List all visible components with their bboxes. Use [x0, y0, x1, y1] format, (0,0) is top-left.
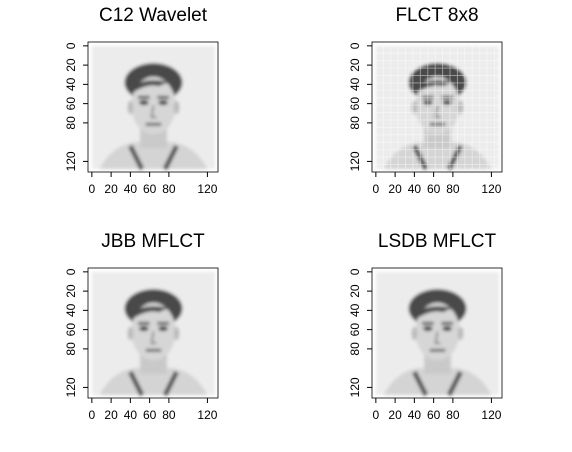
panel-title: LSDB MFLCT [378, 231, 497, 252]
x-tick-label: 20 [104, 182, 118, 196]
mouth [145, 348, 162, 352]
y-tick-label: 60 [348, 323, 362, 337]
x-tick-label: 60 [143, 182, 157, 196]
eye-left [139, 100, 149, 106]
y-tick-label: 80 [348, 342, 362, 356]
brow-right [441, 321, 453, 325]
eye-left [423, 326, 433, 332]
y-tick-label: 60 [348, 97, 362, 111]
panel-title: JBB MFLCT [101, 231, 205, 252]
fringe [414, 306, 461, 320]
y-tick-label: 120 [64, 377, 78, 397]
image-group [91, 45, 216, 171]
image-group [91, 271, 216, 397]
eye-right [158, 326, 168, 332]
x-tick-label: 0 [373, 408, 380, 422]
eye-right [158, 100, 168, 106]
plot-frame [371, 267, 503, 399]
x-tick-label: 120 [197, 182, 217, 196]
x-tick-label: 40 [408, 408, 422, 422]
nose [150, 105, 157, 119]
x-tick-label: 60 [143, 408, 157, 422]
y-tick-label: 0 [348, 268, 362, 275]
ear-left [127, 326, 134, 341]
y-tick-label: 40 [348, 77, 362, 91]
x-tick-label: 120 [481, 408, 501, 422]
y-tick-label: 60 [64, 97, 78, 111]
brow-left [138, 321, 150, 325]
brow-left [138, 95, 150, 99]
plot-frame [371, 41, 503, 173]
y-tick-label: 0 [64, 42, 78, 49]
x-tick-label: 20 [104, 408, 118, 422]
ear-left [127, 100, 134, 115]
ear-left [411, 326, 418, 341]
x-tick-label: 20 [388, 182, 402, 196]
y-tick-label: 80 [64, 342, 78, 356]
x-tick-label: 120 [481, 182, 501, 196]
eye-right [442, 326, 452, 332]
y-tick-label: 0 [348, 42, 362, 49]
x-tick-label: 20 [388, 408, 402, 422]
y-tick-label: 20 [64, 58, 78, 72]
ear-right [457, 326, 464, 341]
y-tick-label: 20 [348, 284, 362, 298]
y-tick-label: 20 [64, 284, 78, 298]
y-tick-label: 20 [348, 58, 362, 72]
brow-right [157, 95, 169, 99]
y-tick-label: 80 [64, 116, 78, 130]
x-tick-label: 60 [427, 408, 441, 422]
collar [412, 370, 463, 397]
y-tick-label: 120 [64, 151, 78, 171]
collar [128, 144, 179, 171]
shoulders [383, 368, 492, 396]
fringe [130, 306, 177, 320]
face-image [91, 271, 216, 397]
image-group [375, 271, 500, 397]
y-tick-label: 40 [64, 303, 78, 317]
x-tick-label: 40 [124, 182, 138, 196]
plot-frame [87, 267, 219, 399]
panel-title: FLCT 8x8 [395, 5, 478, 26]
x-tick-label: 40 [124, 408, 138, 422]
plot-frame [87, 41, 219, 173]
eye-left [139, 326, 149, 332]
nose [150, 331, 157, 345]
x-tick-label: 80 [446, 408, 460, 422]
collar [128, 370, 179, 397]
y-tick-label: 120 [348, 151, 362, 171]
image-group [375, 45, 500, 171]
mouth [145, 122, 162, 126]
x-tick-label: 80 [446, 182, 460, 196]
mouth [429, 348, 446, 352]
panel-title: C12 Wavelet [99, 5, 208, 26]
brow-left [422, 321, 434, 325]
face-image [91, 45, 216, 171]
shoulders [99, 142, 208, 170]
brow-right [157, 321, 169, 325]
shoulders [99, 368, 208, 396]
x-tick-label: 80 [162, 408, 176, 422]
y-tick-label: 60 [64, 323, 78, 337]
x-tick-label: 60 [427, 182, 441, 196]
block-grid [375, 45, 500, 170]
nose [434, 331, 441, 345]
fringe [130, 80, 177, 94]
face-image [375, 271, 500, 397]
x-tick-label: 0 [89, 408, 96, 422]
y-tick-label: 120 [348, 377, 362, 397]
x-tick-label: 80 [162, 182, 176, 196]
x-tick-label: 120 [197, 408, 217, 422]
y-tick-label: 40 [64, 77, 78, 91]
y-tick-label: 80 [348, 116, 362, 130]
x-tick-label: 0 [373, 182, 380, 196]
y-tick-label: 40 [348, 303, 362, 317]
x-tick-label: 40 [408, 182, 422, 196]
x-tick-label: 0 [89, 182, 96, 196]
ear-right [173, 100, 180, 115]
y-tick-label: 0 [64, 268, 78, 275]
ear-right [173, 326, 180, 341]
